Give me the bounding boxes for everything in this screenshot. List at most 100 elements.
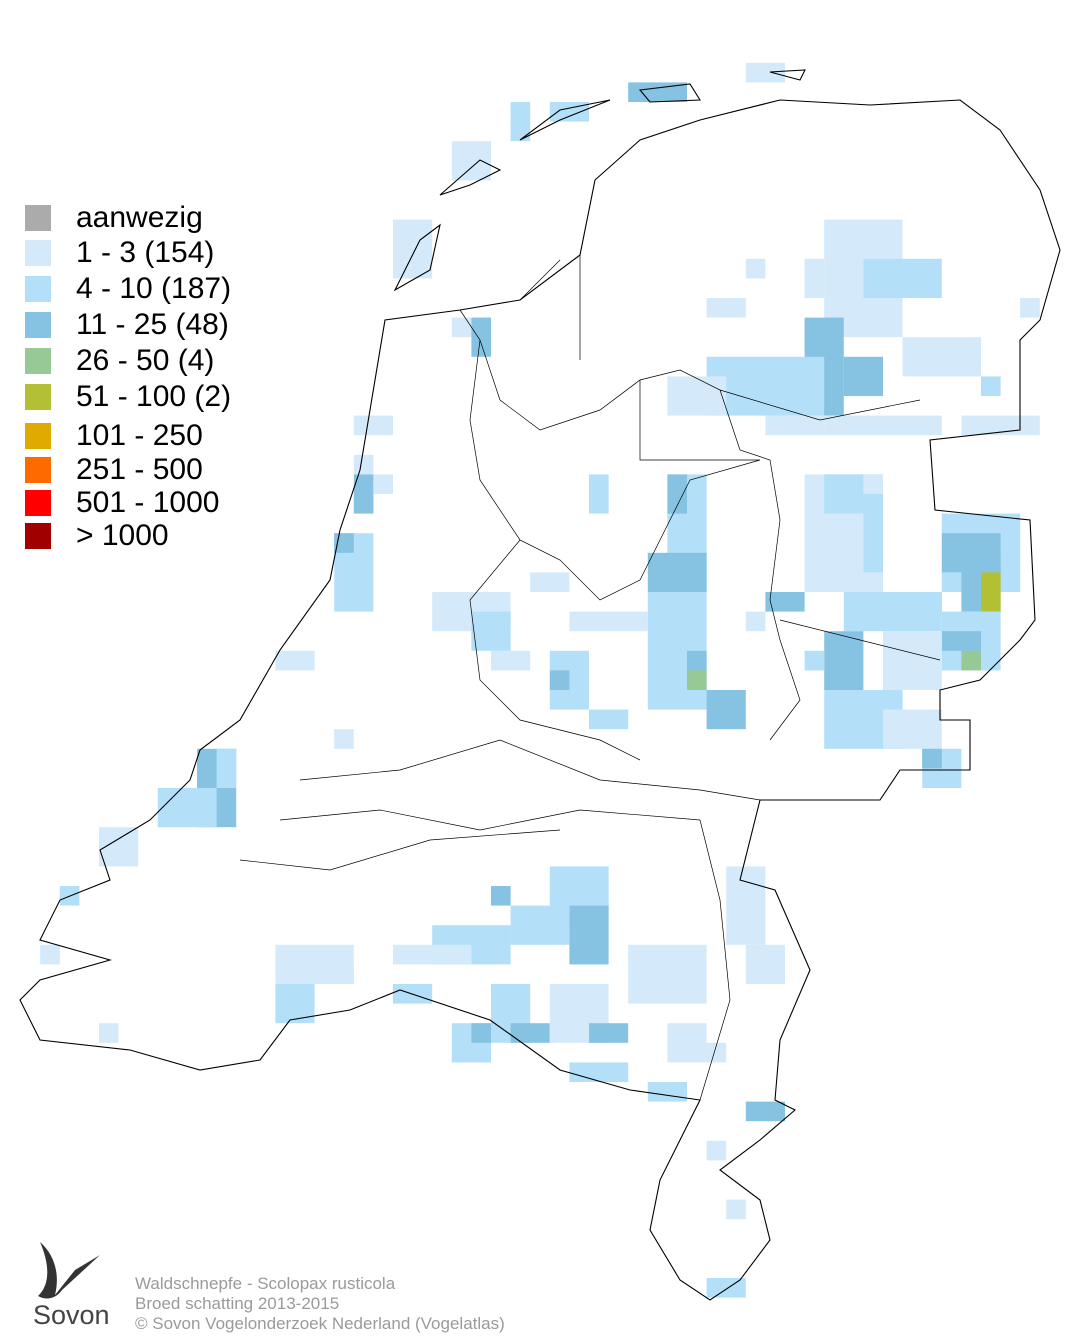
legend-swatch — [25, 348, 51, 374]
grid-cell — [981, 376, 1001, 396]
grid-cell — [373, 474, 393, 494]
grid-cell — [902, 337, 981, 377]
grid-cell — [589, 709, 629, 730]
footer-line: Waldschnepfe - Scolopax rusticola — [135, 1274, 396, 1293]
grid-cell — [765, 415, 825, 436]
grid-cell — [569, 1062, 629, 1082]
grid-cell — [824, 631, 864, 690]
grid-cell — [530, 572, 570, 592]
grid-cell — [334, 729, 354, 749]
grid-cell — [353, 454, 374, 475]
grid-cell — [628, 82, 687, 102]
grid-cell — [40, 944, 60, 965]
legend-label: aanwezig — [76, 201, 203, 234]
legend-swatch — [25, 523, 51, 549]
grid-cell — [745, 611, 766, 632]
grid-cell — [451, 141, 491, 181]
legend-label: 501 - 1000 — [76, 486, 219, 519]
grid-cell — [393, 944, 472, 965]
grid-cell — [157, 788, 217, 828]
grid-cell — [628, 944, 707, 1004]
grid-cell — [99, 1023, 119, 1043]
grid-cell — [961, 650, 981, 671]
grid-cell — [922, 748, 942, 769]
legend-swatch — [25, 457, 51, 483]
grid-cell — [804, 650, 825, 671]
grid-cell — [549, 102, 589, 122]
grid-cell — [334, 533, 354, 553]
legend-swatch — [25, 423, 51, 449]
legend-swatch — [25, 240, 51, 266]
legend-swatch — [25, 276, 51, 302]
grid-cell — [765, 592, 805, 612]
country-outline — [19, 69, 1061, 1301]
grid-cell — [549, 670, 570, 690]
grid-cell — [726, 866, 766, 945]
grid-cell — [883, 709, 942, 749]
grid-cell — [706, 690, 746, 730]
grid-cell — [353, 474, 374, 514]
grid-cell — [706, 1140, 727, 1161]
grid-cell — [353, 415, 393, 436]
grid-cell — [941, 631, 981, 651]
grid-cell — [804, 258, 825, 298]
grid-cell — [491, 650, 531, 671]
grid-cell — [510, 1023, 550, 1043]
grid-cell — [667, 474, 687, 514]
grid-cell — [647, 552, 707, 592]
grid-cell — [706, 298, 746, 318]
grid-cell — [863, 258, 942, 298]
grid-cell — [471, 611, 511, 651]
grid-cell — [393, 219, 433, 279]
grid-cell — [510, 905, 570, 945]
legend-swatch — [25, 490, 51, 516]
grid-cell — [275, 650, 315, 671]
grid-cell — [706, 1278, 746, 1298]
grid-cell — [647, 1082, 687, 1102]
legend-label: 1 - 3 (154) — [76, 236, 214, 269]
grid-cell — [726, 1199, 746, 1220]
grid-cell — [687, 670, 707, 690]
grid-cell — [745, 1101, 785, 1122]
grid-cell — [745, 258, 766, 279]
legend-label: 51 - 100 (2) — [76, 380, 231, 413]
grid-cell — [491, 886, 511, 906]
legend-label: 101 - 250 — [76, 419, 203, 452]
grid-cell — [589, 474, 609, 514]
logo-text: Sovon — [33, 1300, 110, 1330]
grid-cells — [40, 62, 1040, 1298]
footer: Waldschnepfe - Scolopax rusticola Broed … — [135, 1274, 505, 1333]
legend-swatch — [25, 312, 51, 338]
grid-cell — [745, 944, 785, 984]
grid-cell — [745, 62, 785, 83]
legend-label: 11 - 25 (48) — [76, 308, 229, 341]
grid-cell — [471, 1023, 491, 1043]
logo: Sovon — [33, 1242, 110, 1330]
grid-cell — [314, 964, 354, 984]
grid-cell — [510, 102, 531, 142]
legend-label: 4 - 10 (187) — [76, 272, 231, 305]
grid-cell — [981, 572, 1001, 612]
legend-label: > 1000 — [76, 519, 169, 552]
grid-cell — [843, 356, 883, 396]
legend-swatch — [25, 205, 51, 231]
legend-label: 26 - 50 (4) — [76, 344, 214, 377]
grid-cell — [863, 513, 883, 573]
grid-cell — [589, 1023, 629, 1043]
logo-bird — [38, 1242, 100, 1299]
grid-cell — [687, 1042, 727, 1063]
grid-cell — [569, 611, 648, 632]
grid-cell — [1020, 298, 1040, 318]
grid-cell — [824, 415, 942, 436]
grid-cell — [883, 631, 942, 690]
grid-cell — [569, 905, 609, 965]
grid-cell — [843, 592, 942, 632]
grid-cell — [667, 376, 727, 416]
legend-swatch — [25, 384, 51, 410]
footer-line: Broed schatting 2013-2015 — [135, 1294, 339, 1313]
footer-line: © Sovon Vogelonderzoek Nederland (Vogela… — [135, 1314, 505, 1333]
grid-cell — [216, 748, 237, 788]
legend-label: 251 - 500 — [76, 453, 203, 486]
